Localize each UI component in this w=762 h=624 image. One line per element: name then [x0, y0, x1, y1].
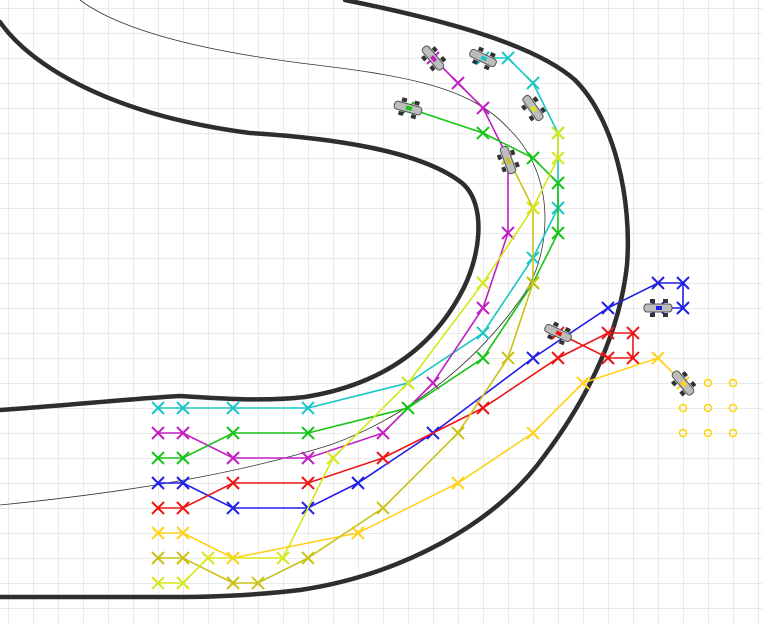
move-marker — [551, 176, 565, 190]
move-marker — [476, 126, 490, 140]
path-line — [158, 133, 559, 584]
move-marker — [301, 476, 315, 490]
move-marker — [476, 301, 490, 315]
move-marker — [451, 76, 465, 90]
option-dot[interactable] — [728, 378, 738, 388]
move-marker — [626, 351, 640, 365]
car-icon[interactable] — [495, 144, 521, 176]
move-marker — [601, 326, 615, 340]
move-marker — [651, 351, 665, 365]
option-dot[interactable] — [728, 403, 738, 413]
move-marker — [226, 576, 240, 590]
move-marker — [501, 51, 515, 65]
move-marker — [376, 426, 390, 440]
move-marker — [176, 476, 190, 490]
move-marker — [526, 201, 540, 215]
move-marker — [476, 276, 490, 290]
inner-track-border — [0, 19, 481, 413]
move-marker — [476, 351, 490, 365]
finish-dots — [678, 378, 738, 438]
move-marker — [551, 226, 565, 240]
move-marker — [676, 301, 690, 315]
move-marker — [601, 351, 615, 365]
move-marker — [351, 526, 365, 540]
move-marker — [676, 276, 690, 290]
player-path — [151, 51, 515, 465]
move-marker — [501, 226, 515, 240]
move-marker — [476, 401, 490, 415]
move-marker — [401, 376, 415, 390]
move-marker — [351, 476, 365, 490]
move-marker — [176, 551, 190, 565]
move-marker — [151, 401, 165, 415]
move-marker — [451, 476, 465, 490]
move-marker — [301, 426, 315, 440]
move-marker — [276, 551, 290, 565]
move-marker — [551, 351, 565, 365]
car-icon[interactable] — [392, 96, 424, 121]
car-icon[interactable] — [467, 44, 500, 72]
move-marker — [226, 451, 240, 465]
move-marker — [301, 401, 315, 415]
move-marker — [376, 501, 390, 515]
move-marker — [226, 426, 240, 440]
move-marker — [301, 451, 315, 465]
move-marker — [526, 76, 540, 90]
move-marker — [151, 526, 165, 540]
move-marker — [576, 376, 590, 390]
player-path — [151, 351, 690, 565]
move-marker — [151, 551, 165, 565]
move-marker — [251, 576, 265, 590]
move-marker — [401, 401, 415, 415]
car-icon[interactable] — [417, 41, 449, 74]
option-dot[interactable] — [703, 403, 713, 413]
move-marker — [176, 401, 190, 415]
move-marker — [151, 451, 165, 465]
move-marker — [201, 551, 215, 565]
move-marker — [326, 451, 340, 465]
move-marker — [601, 301, 615, 315]
player-path — [151, 126, 565, 590]
move-marker — [526, 426, 540, 440]
option-dot[interactable] — [703, 428, 713, 438]
move-marker — [551, 126, 565, 140]
option-dot[interactable] — [703, 378, 713, 388]
car-icon[interactable] — [518, 91, 549, 124]
move-marker — [526, 151, 540, 165]
move-marker — [451, 426, 465, 440]
move-marker — [151, 501, 165, 515]
move-marker — [151, 426, 165, 440]
move-marker — [426, 376, 440, 390]
move-marker — [176, 426, 190, 440]
move-marker — [551, 151, 565, 165]
car-icon[interactable] — [643, 299, 673, 317]
move-marker — [476, 101, 490, 115]
move-marker — [226, 501, 240, 515]
move-marker — [526, 276, 540, 290]
move-marker — [151, 576, 165, 590]
move-marker — [151, 476, 165, 490]
path-line — [158, 332, 634, 509]
move-marker — [376, 451, 390, 465]
move-marker — [176, 526, 190, 540]
option-dot[interactable] — [728, 428, 738, 438]
move-marker — [301, 551, 315, 565]
car-icon[interactable] — [542, 319, 575, 347]
option-dot[interactable] — [678, 428, 688, 438]
car-icon[interactable] — [667, 366, 699, 399]
move-marker — [176, 501, 190, 515]
move-marker — [226, 401, 240, 415]
move-marker — [176, 451, 190, 465]
option-dot[interactable] — [678, 403, 688, 413]
move-marker — [176, 576, 190, 590]
path-line — [158, 107, 559, 459]
move-marker — [501, 351, 515, 365]
move-marker — [651, 276, 665, 290]
move-marker — [226, 476, 240, 490]
player-paths — [151, 51, 690, 590]
move-marker — [526, 351, 540, 365]
move-marker — [626, 326, 640, 340]
move-marker — [476, 326, 490, 340]
